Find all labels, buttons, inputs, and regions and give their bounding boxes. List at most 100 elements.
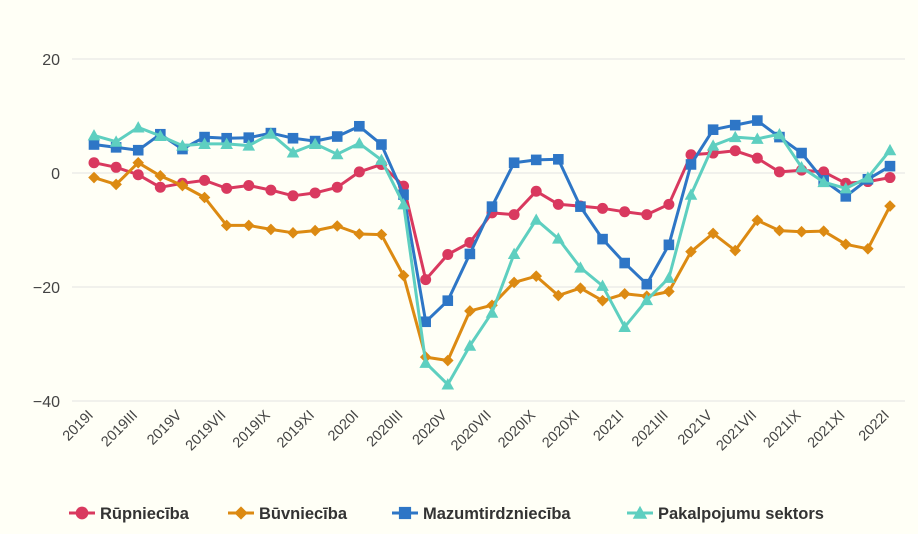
data-point [442,295,454,306]
x-tick-label: 2019V [144,407,185,448]
x-tick-label: 2020V [410,407,451,448]
data-point [220,219,233,232]
data-point [707,124,719,135]
data-point [773,166,785,178]
data-point [419,356,432,368]
x-tick-label: 2021XI [805,408,849,452]
data-point [220,137,233,149]
data-point [243,180,255,192]
x-tick-label: 2020XI [539,408,583,452]
data-point [641,278,653,290]
data-point [728,130,742,143]
data-point [353,166,365,178]
data-point [597,202,609,214]
data-point [862,243,874,255]
data-point [618,320,631,332]
data-point [641,209,653,221]
x-tick-label: 2020III [364,408,407,451]
data-point [132,144,144,156]
legend[interactable]: Rūpniecība Būvniecība Mazumtirdzniecība Pak… [69,505,824,523]
data-point [685,245,697,258]
data-point [88,171,100,184]
data-point [684,188,698,200]
data-point [110,161,122,173]
data-point [507,247,521,259]
legend-item[interactable]: Pakalpojumu sektors [627,505,824,523]
data-point [663,198,675,210]
data-point [463,339,477,351]
data-point [442,249,454,261]
data-point [398,189,409,200]
legend-marker [632,505,648,519]
data-point [154,181,166,193]
data-point [884,200,896,212]
data-point [729,119,741,131]
x-tick-label: 2020I [325,408,362,445]
data-point [287,227,299,239]
x-tick-label: 2020IX [495,407,539,451]
series-2 [88,156,896,367]
data-point [575,201,586,212]
data-point [706,139,720,151]
data-point [530,154,542,166]
data-point [508,209,520,221]
data-point [199,174,211,186]
x-tick-label: 2022I [856,408,893,445]
data-point [353,137,366,149]
data-point [751,152,763,164]
data-point [618,288,631,300]
data-point [508,276,520,289]
series-4 [87,121,897,390]
x-tick-label: 2021III [629,408,672,451]
data-point [88,157,100,169]
data-point [199,131,210,143]
legend-marker [75,506,89,520]
data-point [817,175,830,188]
data-point [640,293,654,306]
legend-item[interactable]: Rūpniecība [69,505,190,523]
data-point [508,157,520,169]
data-point [817,225,830,237]
x-tick-label: 2019VII [183,408,230,455]
data-point [441,378,455,390]
data-point [154,129,167,141]
x-tick-label: 2019III [98,408,141,451]
data-point [574,282,587,294]
legend-item[interactable]: Būvniecība [228,505,348,523]
legend-marker [234,506,248,520]
y-tick-label: 20 [42,52,60,69]
data-point [884,160,896,172]
data-point [574,261,587,273]
data-point [619,206,631,218]
data-point [552,232,565,244]
data-point [331,131,343,142]
data-point [884,172,896,184]
data-point [242,219,255,232]
data-point [530,185,542,197]
data-point [773,224,786,237]
data-point [552,198,564,210]
data-point [663,239,675,251]
data-point [729,145,741,157]
data-point [729,244,742,257]
data-point [154,170,167,182]
x-tick-label: 2019IX [230,407,274,451]
data-point [596,279,609,291]
data-point [839,182,853,194]
y-tick-label: −20 [33,280,60,297]
legend-label: Pakalpojumu sektors [658,505,824,523]
data-point [354,120,365,132]
y-tick-label: 0 [51,166,60,183]
legend-item[interactable]: Mazumtirdzniecība [392,505,571,523]
grid [72,58,905,402]
data-point [131,121,145,133]
data-point [619,257,630,269]
x-tick-label: 2020VII [448,408,495,455]
data-point [176,179,189,192]
data-point [286,146,300,158]
data-point [685,159,697,170]
data-point [420,274,432,286]
data-point [796,147,807,159]
